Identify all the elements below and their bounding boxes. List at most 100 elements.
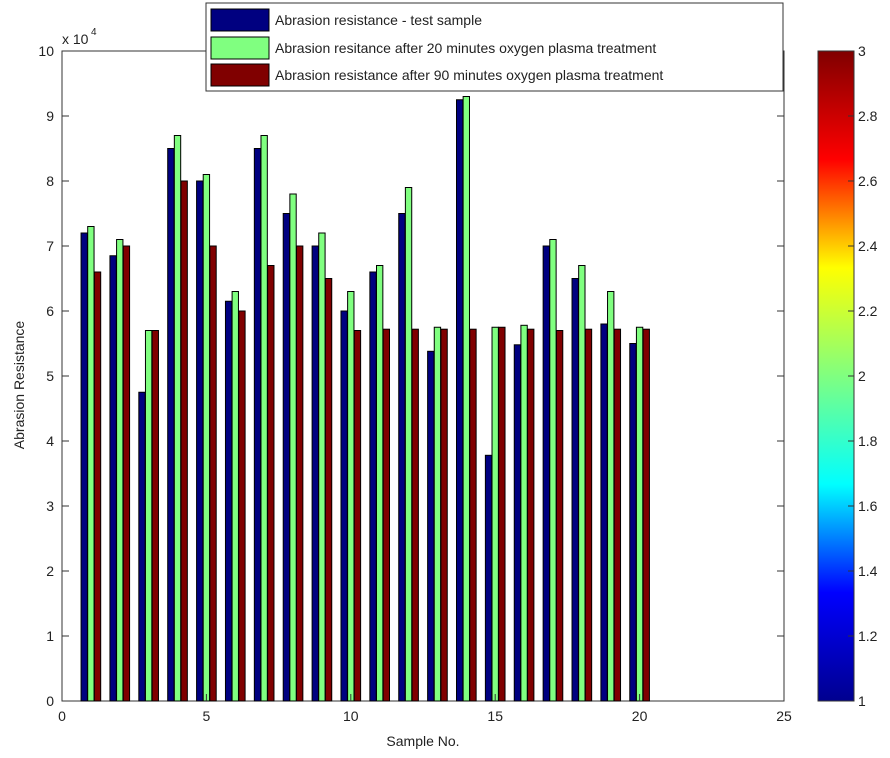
bar-series-2-sample-6 — [231, 291, 239, 702]
bar-series-3-sample-8 — [296, 245, 304, 702]
bar-series-3-sample-16 — [527, 328, 535, 702]
y-tick-label-5: 5 — [46, 368, 54, 384]
y-multiplier-exponent: 4 — [91, 27, 97, 38]
x-tick-label-5: 5 — [203, 708, 211, 724]
bar-series-2-sample-12 — [404, 187, 413, 702]
colorbar-tick-label-2-2: 2.2 — [858, 303, 878, 319]
legend-label-test-sample: Abrasion resistance - test sample — [275, 12, 482, 28]
y-axis-label: Abrasion Resistance — [11, 321, 27, 450]
x-axis-label: Sample No. — [386, 733, 459, 749]
colorbar-tick-label-1-6: 1.6 — [858, 498, 878, 514]
bar-series-3-sample-2 — [122, 245, 131, 702]
bar-series-2-sample-17 — [549, 239, 557, 702]
y-tick-label-8: 8 — [46, 173, 54, 189]
bar-series-3-sample-11 — [382, 328, 390, 702]
y-tick-label-4: 4 — [46, 433, 54, 449]
legend-swatch-test-sample — [210, 8, 270, 32]
bar-series-2-sample-8 — [289, 193, 297, 702]
colorbar-tick-label-2-6: 2.6 — [858, 173, 878, 189]
bar-series-1-sample-1 — [80, 232, 88, 702]
bar-series-2-sample-4 — [173, 135, 182, 702]
bar-series-1-sample-8 — [282, 213, 291, 702]
legend-label-90-minutes: Abrasion resistance after 90 minutes oxy… — [275, 67, 663, 83]
bar-series-2-sample-16 — [520, 324, 528, 702]
colorbar-tick-label-2: 2 — [858, 368, 866, 384]
bar-series-2-sample-19 — [607, 291, 615, 702]
bar-series-3-sample-6 — [238, 310, 246, 702]
bar-series-2-sample-3 — [144, 330, 153, 702]
bar-series-3-sample-10 — [353, 330, 362, 702]
y-tick-label-7: 7 — [46, 238, 54, 254]
x-tick-label-0: 0 — [58, 708, 66, 724]
colorbar-tick-label-1-4: 1.4 — [858, 563, 878, 579]
bar-series-1-sample-13 — [427, 350, 435, 702]
colorbar: 1 1.2 1.4 1.6 1.8 2 2.2 2.4 2.6 2.8 3 — [817, 43, 878, 709]
bar-series-2-sample-15 — [491, 326, 499, 702]
bar-series-3-sample-1 — [93, 271, 102, 702]
legend-swatch-20-minutes — [210, 36, 270, 60]
colorbar-tick-label-1-2: 1.2 — [858, 628, 878, 644]
bar-series-3-sample-9 — [324, 278, 333, 702]
bar-series-2-sample-1 — [87, 226, 95, 702]
x-tick-label-10: 10 — [343, 708, 359, 724]
bars-group — [80, 96, 650, 702]
bar-series-1-sample-20 — [629, 343, 637, 702]
colorbar-tick-label-2-4: 2.4 — [858, 238, 878, 254]
bar-series-1-sample-4 — [167, 148, 175, 702]
bar-series-1-sample-15 — [484, 454, 493, 702]
bar-series-3-sample-20 — [642, 328, 650, 702]
bar-series-1-sample-18 — [571, 278, 579, 702]
bar-series-2-sample-2 — [116, 239, 124, 702]
legend: Abrasion resistance - test sample Abrasi… — [205, 2, 784, 92]
bar-series-2-sample-9 — [318, 232, 326, 702]
y-tick-label-6: 6 — [46, 303, 54, 319]
y-tick-label-1: 1 — [46, 628, 54, 644]
bar-series-1-sample-11 — [369, 271, 377, 702]
bar-series-3-sample-13 — [440, 328, 448, 702]
bar-series-1-sample-12 — [398, 213, 406, 702]
bar-series-2-sample-10 — [347, 291, 355, 702]
colorbar-tick-label-3: 3 — [858, 43, 866, 59]
bar-series-3-sample-3 — [151, 330, 159, 702]
bar-series-1-sample-19 — [600, 323, 608, 702]
bar-series-3-sample-7 — [267, 265, 275, 702]
bar-series-1-sample-7 — [253, 148, 262, 702]
bar-series-1-sample-9 — [311, 245, 319, 702]
bar-series-2-sample-11 — [376, 265, 384, 702]
bar-series-3-sample-12 — [411, 328, 419, 702]
legend-swatch-90-minutes — [210, 63, 270, 87]
x-tick-label-25: 25 — [776, 708, 792, 724]
bar-series-1-sample-3 — [138, 391, 146, 702]
bar-series-3-sample-15 — [498, 326, 506, 702]
bar-series-2-sample-20 — [635, 326, 644, 702]
x-tick-label-20: 20 — [632, 708, 648, 724]
bar-series-2-sample-18 — [578, 265, 586, 702]
bar-series-1-sample-10 — [340, 310, 348, 702]
colorbar-ticks: 1 1.2 1.4 1.6 1.8 2 2.2 2.4 2.6 2.8 3 — [848, 43, 878, 709]
y-multiplier-label: x 10 — [62, 31, 89, 47]
bar-series-3-sample-4 — [180, 180, 188, 702]
y-tick-label-10: 10 — [38, 43, 54, 59]
legend-box — [205, 2, 784, 92]
bar-series-2-sample-5 — [202, 174, 211, 702]
y-tick-label-2: 2 — [46, 563, 54, 579]
bar-series-1-sample-14 — [456, 99, 464, 702]
bar-series-3-sample-18 — [584, 328, 593, 702]
colorbar-tick-label-1: 1 — [858, 693, 866, 709]
x-tick-label-15: 15 — [487, 708, 503, 724]
bar-series-3-sample-17 — [555, 330, 564, 702]
x-axis: 0 5 10 15 20 25 — [58, 51, 792, 724]
bar-series-3-sample-14 — [469, 328, 477, 702]
legend-label-20-minutes: Abrasion resitance after 20 minutes oxyg… — [275, 40, 656, 56]
bar-series-2-sample-14 — [462, 96, 470, 702]
bar-series-3-sample-5 — [209, 245, 217, 702]
y-tick-label-0: 0 — [46, 693, 54, 709]
bar-series-1-sample-2 — [109, 255, 117, 702]
bar-series-2-sample-7 — [260, 135, 268, 702]
colorbar-tick-label-1-8: 1.8 — [858, 433, 878, 449]
bar-series-1-sample-6 — [224, 300, 233, 702]
bar-series-1-sample-16 — [513, 344, 522, 702]
bar-series-3-sample-19 — [613, 328, 622, 702]
